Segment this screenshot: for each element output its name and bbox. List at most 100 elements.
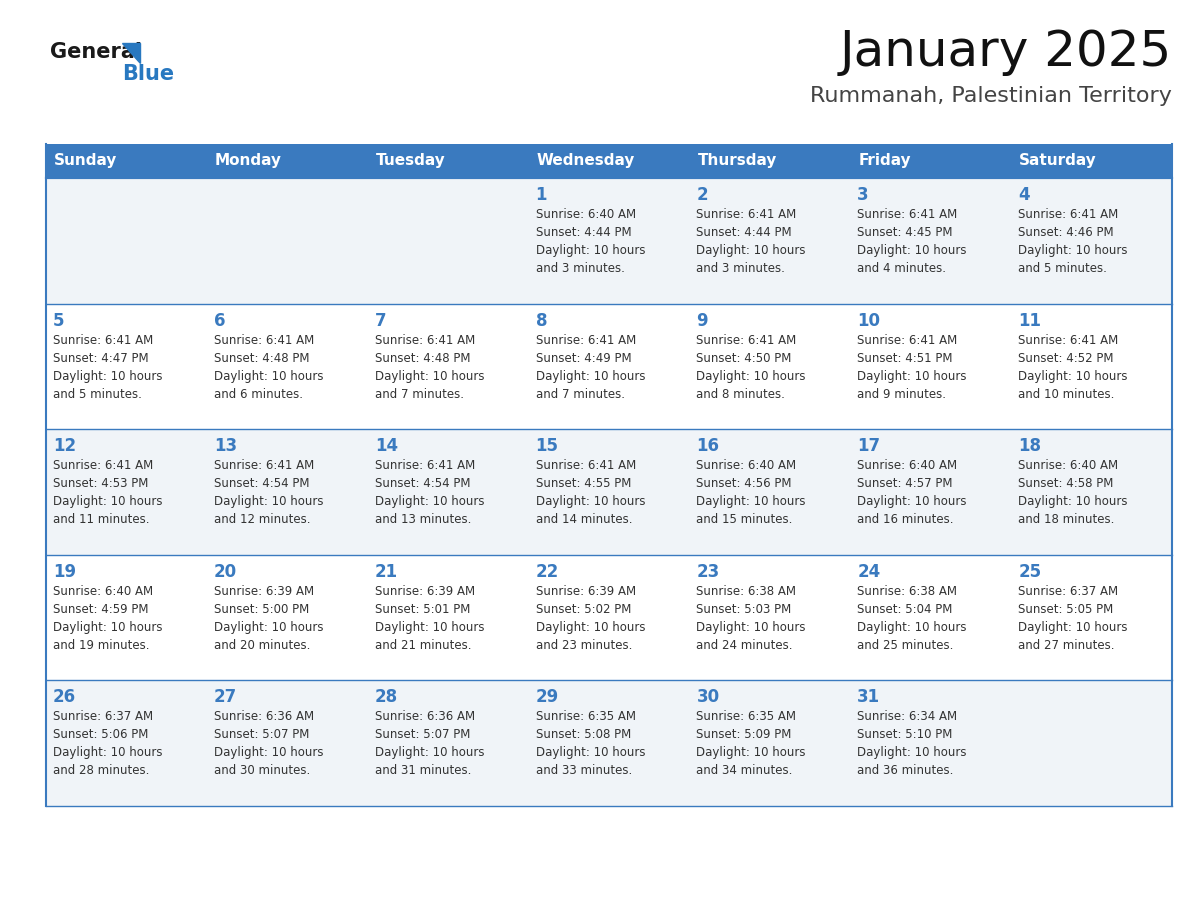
Bar xyxy=(689,430,851,554)
Text: Sunrise: 6:40 AM
Sunset: 4:59 PM
Daylight: 10 hours
and 19 minutes.: Sunrise: 6:40 AM Sunset: 4:59 PM Dayligh… xyxy=(53,585,163,652)
Text: 17: 17 xyxy=(858,437,880,455)
Text: 1: 1 xyxy=(536,186,546,204)
Bar xyxy=(207,554,368,680)
Bar xyxy=(689,178,851,304)
Text: Sunrise: 6:37 AM
Sunset: 5:05 PM
Daylight: 10 hours
and 27 minutes.: Sunrise: 6:37 AM Sunset: 5:05 PM Dayligh… xyxy=(1018,585,1127,652)
Text: 3: 3 xyxy=(858,186,868,204)
Text: Thursday: Thursday xyxy=(697,153,777,169)
Text: Sunrise: 6:40 AM
Sunset: 4:58 PM
Daylight: 10 hours
and 18 minutes.: Sunrise: 6:40 AM Sunset: 4:58 PM Dayligh… xyxy=(1018,459,1127,526)
Bar xyxy=(529,430,689,554)
Bar xyxy=(46,304,207,430)
Text: 24: 24 xyxy=(858,563,880,581)
Bar xyxy=(1011,680,1173,806)
Text: 15: 15 xyxy=(536,437,558,455)
Text: 25: 25 xyxy=(1018,563,1041,581)
Text: Sunrise: 6:40 AM
Sunset: 4:56 PM
Daylight: 10 hours
and 15 minutes.: Sunrise: 6:40 AM Sunset: 4:56 PM Dayligh… xyxy=(696,459,805,526)
Text: Sunrise: 6:39 AM
Sunset: 5:00 PM
Daylight: 10 hours
and 20 minutes.: Sunrise: 6:39 AM Sunset: 5:00 PM Dayligh… xyxy=(214,585,323,652)
Text: Monday: Monday xyxy=(215,153,282,169)
Text: Sunrise: 6:35 AM
Sunset: 5:09 PM
Daylight: 10 hours
and 34 minutes.: Sunrise: 6:35 AM Sunset: 5:09 PM Dayligh… xyxy=(696,711,805,778)
Bar xyxy=(689,554,851,680)
Text: 30: 30 xyxy=(696,688,720,706)
Bar xyxy=(1011,304,1173,430)
Text: Blue: Blue xyxy=(122,64,175,84)
Bar xyxy=(851,430,1011,554)
Bar xyxy=(46,178,207,304)
Bar xyxy=(207,680,368,806)
Text: Tuesday: Tuesday xyxy=(375,153,446,169)
Text: Sunrise: 6:41 AM
Sunset: 4:44 PM
Daylight: 10 hours
and 3 minutes.: Sunrise: 6:41 AM Sunset: 4:44 PM Dayligh… xyxy=(696,208,805,275)
Text: 11: 11 xyxy=(1018,311,1041,330)
Text: Sunrise: 6:39 AM
Sunset: 5:01 PM
Daylight: 10 hours
and 21 minutes.: Sunrise: 6:39 AM Sunset: 5:01 PM Dayligh… xyxy=(374,585,485,652)
Text: Sunrise: 6:41 AM
Sunset: 4:52 PM
Daylight: 10 hours
and 10 minutes.: Sunrise: 6:41 AM Sunset: 4:52 PM Dayligh… xyxy=(1018,333,1127,400)
Text: January 2025: January 2025 xyxy=(840,28,1173,76)
Bar xyxy=(851,304,1011,430)
Text: 6: 6 xyxy=(214,311,226,330)
Text: Sunrise: 6:38 AM
Sunset: 5:03 PM
Daylight: 10 hours
and 24 minutes.: Sunrise: 6:38 AM Sunset: 5:03 PM Dayligh… xyxy=(696,585,805,652)
Text: 10: 10 xyxy=(858,311,880,330)
Text: Sunrise: 6:41 AM
Sunset: 4:51 PM
Daylight: 10 hours
and 9 minutes.: Sunrise: 6:41 AM Sunset: 4:51 PM Dayligh… xyxy=(858,333,967,400)
Bar xyxy=(1011,430,1173,554)
Text: Rummanah, Palestinian Territory: Rummanah, Palestinian Territory xyxy=(810,86,1173,106)
Text: 4: 4 xyxy=(1018,186,1030,204)
Text: Sunrise: 6:36 AM
Sunset: 5:07 PM
Daylight: 10 hours
and 31 minutes.: Sunrise: 6:36 AM Sunset: 5:07 PM Dayligh… xyxy=(374,711,485,778)
Text: Sunrise: 6:39 AM
Sunset: 5:02 PM
Daylight: 10 hours
and 23 minutes.: Sunrise: 6:39 AM Sunset: 5:02 PM Dayligh… xyxy=(536,585,645,652)
Text: Sunrise: 6:41 AM
Sunset: 4:53 PM
Daylight: 10 hours
and 11 minutes.: Sunrise: 6:41 AM Sunset: 4:53 PM Dayligh… xyxy=(53,459,163,526)
Text: General: General xyxy=(50,42,143,62)
Text: Sunrise: 6:37 AM
Sunset: 5:06 PM
Daylight: 10 hours
and 28 minutes.: Sunrise: 6:37 AM Sunset: 5:06 PM Dayligh… xyxy=(53,711,163,778)
Text: Sunrise: 6:34 AM
Sunset: 5:10 PM
Daylight: 10 hours
and 36 minutes.: Sunrise: 6:34 AM Sunset: 5:10 PM Dayligh… xyxy=(858,711,967,778)
Bar xyxy=(689,680,851,806)
Text: 22: 22 xyxy=(536,563,558,581)
Bar xyxy=(46,144,207,178)
Text: Sunrise: 6:40 AM
Sunset: 4:57 PM
Daylight: 10 hours
and 16 minutes.: Sunrise: 6:40 AM Sunset: 4:57 PM Dayligh… xyxy=(858,459,967,526)
Text: 19: 19 xyxy=(53,563,76,581)
Text: Sunrise: 6:38 AM
Sunset: 5:04 PM
Daylight: 10 hours
and 25 minutes.: Sunrise: 6:38 AM Sunset: 5:04 PM Dayligh… xyxy=(858,585,967,652)
Bar xyxy=(46,430,207,554)
Text: Sunrise: 6:41 AM
Sunset: 4:48 PM
Daylight: 10 hours
and 6 minutes.: Sunrise: 6:41 AM Sunset: 4:48 PM Dayligh… xyxy=(214,333,323,400)
Bar xyxy=(1011,178,1173,304)
Text: Saturday: Saturday xyxy=(1019,153,1097,169)
Bar xyxy=(851,144,1011,178)
Text: 28: 28 xyxy=(374,688,398,706)
Bar xyxy=(368,144,529,178)
Bar xyxy=(46,554,207,680)
Bar xyxy=(368,304,529,430)
Text: Wednesday: Wednesday xyxy=(537,153,634,169)
Text: 26: 26 xyxy=(53,688,76,706)
Text: 2: 2 xyxy=(696,186,708,204)
Text: 12: 12 xyxy=(53,437,76,455)
Text: Sunrise: 6:41 AM
Sunset: 4:54 PM
Daylight: 10 hours
and 12 minutes.: Sunrise: 6:41 AM Sunset: 4:54 PM Dayligh… xyxy=(214,459,323,526)
Text: 7: 7 xyxy=(374,311,386,330)
Bar xyxy=(368,430,529,554)
Text: 5: 5 xyxy=(53,311,64,330)
Text: Sunday: Sunday xyxy=(53,153,118,169)
Bar xyxy=(368,178,529,304)
Text: Sunrise: 6:41 AM
Sunset: 4:55 PM
Daylight: 10 hours
and 14 minutes.: Sunrise: 6:41 AM Sunset: 4:55 PM Dayligh… xyxy=(536,459,645,526)
Bar xyxy=(851,680,1011,806)
Text: 20: 20 xyxy=(214,563,236,581)
Polygon shape xyxy=(122,43,140,63)
Bar xyxy=(207,304,368,430)
Text: Sunrise: 6:35 AM
Sunset: 5:08 PM
Daylight: 10 hours
and 33 minutes.: Sunrise: 6:35 AM Sunset: 5:08 PM Dayligh… xyxy=(536,711,645,778)
Bar xyxy=(689,304,851,430)
Bar xyxy=(207,430,368,554)
Bar xyxy=(529,680,689,806)
Text: Sunrise: 6:41 AM
Sunset: 4:50 PM
Daylight: 10 hours
and 8 minutes.: Sunrise: 6:41 AM Sunset: 4:50 PM Dayligh… xyxy=(696,333,805,400)
Text: Sunrise: 6:41 AM
Sunset: 4:45 PM
Daylight: 10 hours
and 4 minutes.: Sunrise: 6:41 AM Sunset: 4:45 PM Dayligh… xyxy=(858,208,967,275)
Text: Sunrise: 6:41 AM
Sunset: 4:49 PM
Daylight: 10 hours
and 7 minutes.: Sunrise: 6:41 AM Sunset: 4:49 PM Dayligh… xyxy=(536,333,645,400)
Bar xyxy=(1011,554,1173,680)
Bar xyxy=(529,144,689,178)
Text: 23: 23 xyxy=(696,563,720,581)
Bar xyxy=(529,554,689,680)
Text: Sunrise: 6:41 AM
Sunset: 4:48 PM
Daylight: 10 hours
and 7 minutes.: Sunrise: 6:41 AM Sunset: 4:48 PM Dayligh… xyxy=(374,333,485,400)
Bar xyxy=(207,144,368,178)
Text: Sunrise: 6:41 AM
Sunset: 4:54 PM
Daylight: 10 hours
and 13 minutes.: Sunrise: 6:41 AM Sunset: 4:54 PM Dayligh… xyxy=(374,459,485,526)
Text: 21: 21 xyxy=(374,563,398,581)
Text: 18: 18 xyxy=(1018,437,1041,455)
Text: 14: 14 xyxy=(374,437,398,455)
Text: Sunrise: 6:36 AM
Sunset: 5:07 PM
Daylight: 10 hours
and 30 minutes.: Sunrise: 6:36 AM Sunset: 5:07 PM Dayligh… xyxy=(214,711,323,778)
Bar xyxy=(529,178,689,304)
Text: 31: 31 xyxy=(858,688,880,706)
Text: 27: 27 xyxy=(214,688,238,706)
Text: Sunrise: 6:40 AM
Sunset: 4:44 PM
Daylight: 10 hours
and 3 minutes.: Sunrise: 6:40 AM Sunset: 4:44 PM Dayligh… xyxy=(536,208,645,275)
Bar xyxy=(46,680,207,806)
